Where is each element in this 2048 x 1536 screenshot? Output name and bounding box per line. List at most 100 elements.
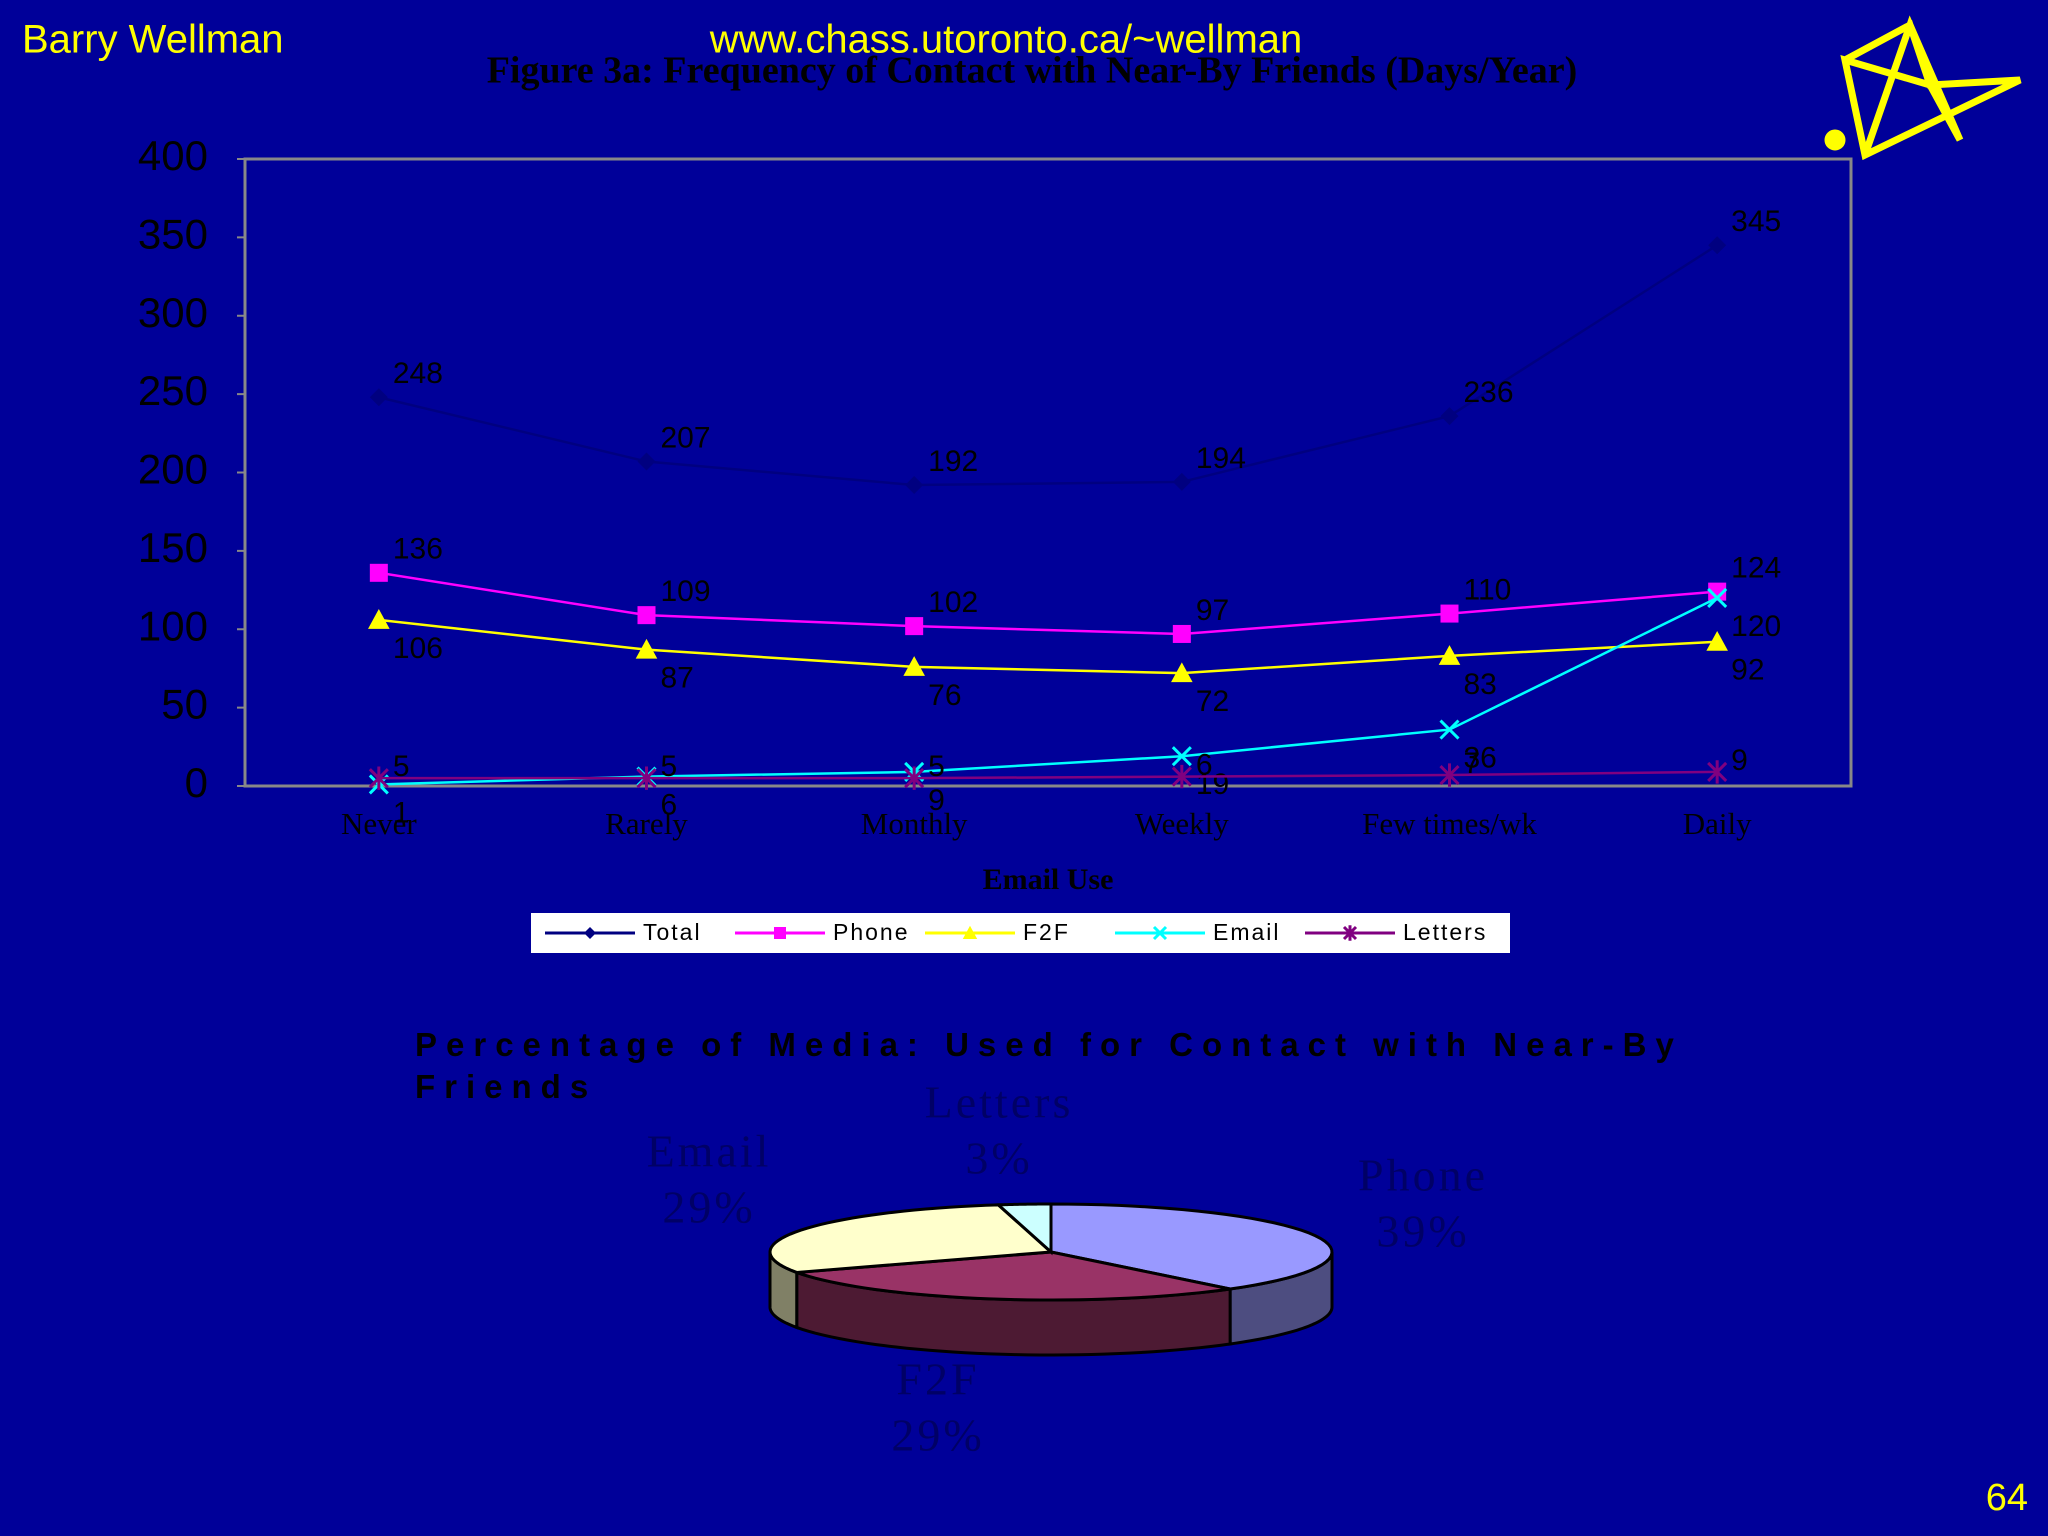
marker: [1439, 763, 1460, 787]
marker: [1440, 407, 1459, 426]
marker: [1171, 746, 1192, 767]
series-line: [378, 244, 1718, 487]
data-label: 19: [1196, 768, 1229, 801]
marker: [1171, 764, 1192, 789]
y-tick-label: 150: [138, 524, 208, 571]
marker: [1342, 925, 1358, 941]
data-label: 1: [393, 796, 410, 829]
marker: [637, 606, 656, 625]
chart-title: Figure 3a: Frequency of Contact with Nea…: [487, 50, 1578, 92]
data-label: 72: [1196, 685, 1229, 718]
data-label: 106: [393, 632, 443, 665]
data-label: 5: [928, 750, 945, 783]
marker: [1440, 604, 1459, 623]
data-label: 345: [1731, 205, 1781, 238]
marker: [904, 766, 925, 790]
pie-slice: [768, 1203, 1055, 1274]
logo: [1824, 15, 2022, 161]
data-label: 76: [928, 679, 961, 712]
marker: [1707, 760, 1728, 784]
data-label: 109: [661, 575, 711, 608]
pie-value-label: 39%: [1376, 1206, 1469, 1257]
y-tick-label: 100: [138, 602, 208, 649]
pie-label: F2F: [896, 1354, 979, 1405]
y-tick-label: 200: [138, 446, 208, 493]
pie-value-label: 29%: [662, 1182, 755, 1233]
pie-value-label: 29%: [891, 1410, 984, 1461]
data-label: 87: [661, 662, 694, 695]
data-label: 9: [1731, 744, 1748, 777]
marker: [962, 925, 978, 939]
data-label: 236: [1464, 376, 1514, 409]
y-tick-label: 250: [138, 367, 208, 414]
data-label: 5: [661, 750, 678, 783]
series-line: [378, 770, 1718, 780]
x-tick-label: Weekly: [1135, 806, 1229, 841]
marker: [637, 452, 656, 471]
y-tick-label: 50: [161, 681, 208, 728]
data-label: 192: [928, 445, 978, 478]
marker: [1172, 624, 1191, 643]
y-tick-label: 350: [138, 210, 208, 257]
pie-slice: [994, 1202, 1053, 1256]
series-line: [378, 618, 1718, 675]
legend-label: Email: [1213, 919, 1281, 945]
data-label: 248: [393, 357, 443, 390]
marker: [1707, 587, 1728, 608]
series-line: [378, 596, 1718, 786]
marker: [1439, 719, 1460, 740]
y-tick-label: 0: [185, 759, 208, 806]
x-tick-label: Few times/wk: [1362, 806, 1537, 841]
plot-area: [243, 157, 1853, 788]
marker: [1708, 236, 1727, 255]
marker: [1171, 662, 1193, 683]
y-tick-label: 300: [138, 289, 208, 336]
legend-label: Letters: [1403, 919, 1487, 945]
marker: [903, 656, 925, 676]
x-tick-label: Never: [341, 806, 417, 841]
data-label: 92: [1731, 654, 1764, 687]
x-tick-label: Daily: [1683, 806, 1752, 841]
legend-label: F2F: [1023, 919, 1070, 945]
marker: [1706, 630, 1728, 651]
data-label: 36: [1464, 741, 1497, 774]
marker: [636, 766, 657, 790]
pie-title: Percentage of Media: Used for Contact wi…: [415, 1026, 1683, 1105]
data-label: 6: [1196, 749, 1213, 782]
pie-label: Letters: [925, 1077, 1074, 1128]
marker: [369, 388, 388, 407]
data-label: 124: [1731, 552, 1781, 585]
marker: [369, 563, 388, 582]
x-tick-label: Rarely: [605, 806, 688, 841]
pie-slice: [1049, 1202, 1334, 1291]
legend-label: Phone: [833, 919, 910, 945]
data-label: 83: [1464, 668, 1497, 701]
y-tick-label: 400: [138, 132, 208, 179]
data-label: 110: [1464, 573, 1512, 606]
data-label: 97: [1196, 594, 1229, 627]
pie-value-label: 3%: [965, 1133, 1032, 1184]
marker: [584, 927, 596, 939]
data-label: 102: [928, 586, 978, 619]
series-line: [378, 571, 1718, 636]
pie-label: Email: [647, 1126, 772, 1177]
marker: [368, 609, 390, 629]
marker: [905, 617, 924, 636]
data-label: 5: [393, 750, 410, 783]
marker: [905, 476, 924, 495]
marker: [1172, 472, 1191, 491]
pie-label: Phone: [1358, 1150, 1488, 1201]
url: www.chass.utoronto.ca/~wellman: [709, 18, 1303, 62]
marker: [774, 927, 786, 939]
x-axis-title: Email Use: [983, 863, 1114, 896]
x-tick-label: Monthly: [861, 806, 968, 841]
data-label: 7: [1464, 747, 1481, 780]
data-label: 207: [661, 421, 711, 454]
data-label: 136: [393, 533, 443, 566]
marker: [1708, 582, 1727, 601]
marker: [1152, 925, 1168, 941]
data-label: 194: [1196, 442, 1246, 475]
page-number: 64: [1986, 1477, 2028, 1519]
